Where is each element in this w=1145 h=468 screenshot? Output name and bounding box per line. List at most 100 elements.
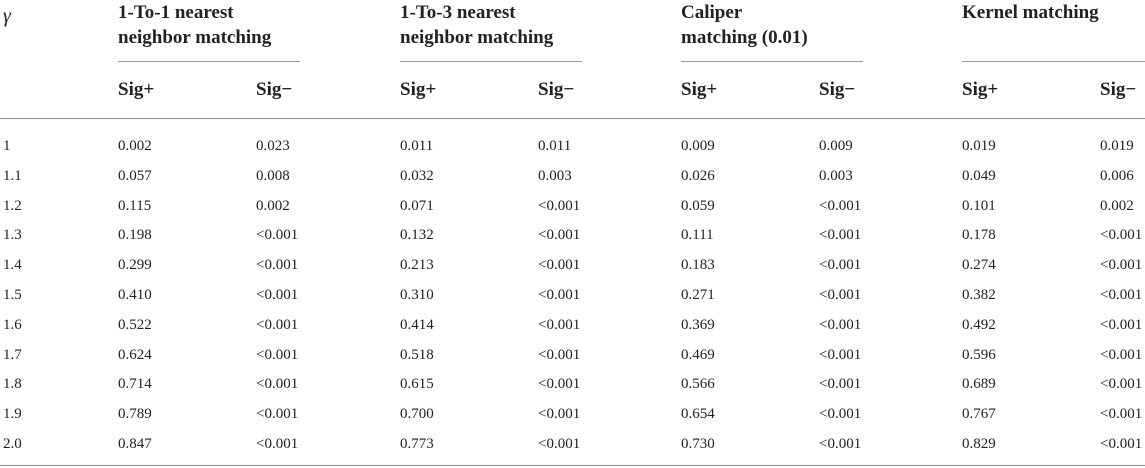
gamma-cell: 1.5 xyxy=(3,287,22,303)
sig-minus-cell: <0.001 xyxy=(538,347,581,363)
gamma-cell: 1.9 xyxy=(3,406,22,422)
sig-minus-cell: <0.001 xyxy=(819,436,862,452)
sig-minus-cell: <0.001 xyxy=(819,227,862,243)
sig-minus-cell: 0.023 xyxy=(256,138,290,154)
sig-minus-cell: <0.001 xyxy=(256,376,299,392)
sig-plus-cell: 0.714 xyxy=(118,376,152,392)
sig-plus-cell: 0.847 xyxy=(118,436,152,452)
sig-minus-cell: <0.001 xyxy=(819,406,862,422)
gamma-header: γ xyxy=(3,5,11,27)
sig-minus-cell: <0.001 xyxy=(1100,406,1143,422)
sig-plus-cell: 0.032 xyxy=(400,168,434,184)
sig-plus-cell: 0.310 xyxy=(400,287,434,303)
sig-minus-cell: <0.001 xyxy=(538,376,581,392)
sig-minus-cell: 0.003 xyxy=(819,168,853,184)
sub-header-sig-minus: Sig− xyxy=(819,79,856,100)
group-header-line1: 1-To-3 nearest xyxy=(400,2,516,23)
bottom-rule xyxy=(0,465,1145,466)
sig-minus-cell: <0.001 xyxy=(256,406,299,422)
sig-plus-cell: 0.011 xyxy=(400,138,434,154)
group-header-line1: Kernel matching xyxy=(962,2,1099,23)
sig-minus-cell: <0.001 xyxy=(256,317,299,333)
sig-plus-cell: 0.002 xyxy=(118,138,152,154)
sig-minus-cell: 0.019 xyxy=(1100,138,1134,154)
group-rule-kernel xyxy=(962,61,1145,62)
gamma-cell: 1.1 xyxy=(3,168,22,184)
sig-minus-cell: <0.001 xyxy=(256,436,299,452)
sig-minus-cell: <0.001 xyxy=(819,257,862,273)
group-header-1to3: 1-To-3 nearest neighbor matching xyxy=(400,0,553,50)
sig-plus-cell: 0.111 xyxy=(681,227,714,243)
sig-minus-cell: 0.009 xyxy=(819,138,853,154)
sig-plus-cell: 0.518 xyxy=(400,347,434,363)
sig-minus-cell: <0.001 xyxy=(538,406,581,422)
gamma-cell: 1.7 xyxy=(3,347,22,363)
sig-plus-cell: 0.829 xyxy=(962,436,996,452)
gamma-cell: 1.4 xyxy=(3,257,22,273)
sig-plus-cell: 0.410 xyxy=(118,287,152,303)
gamma-cell: 1.2 xyxy=(3,198,22,214)
sub-header-sig-plus: Sig+ xyxy=(962,79,999,100)
group-rule-caliper xyxy=(681,61,863,62)
sig-minus-cell: <0.001 xyxy=(256,227,299,243)
sig-plus-cell: 0.049 xyxy=(962,168,996,184)
sub-header-sig-minus: Sig− xyxy=(256,79,293,100)
sig-minus-cell: <0.001 xyxy=(538,227,581,243)
sig-plus-cell: 0.469 xyxy=(681,347,715,363)
sub-header-sig-plus: Sig+ xyxy=(400,79,437,100)
sig-minus-cell: 0.008 xyxy=(256,168,290,184)
sig-minus-cell: 0.003 xyxy=(538,168,572,184)
sig-minus-cell: <0.001 xyxy=(538,257,581,273)
sig-minus-cell: 0.002 xyxy=(1100,198,1134,214)
sig-minus-cell: <0.001 xyxy=(1100,227,1143,243)
group-rule-1to3 xyxy=(400,61,582,62)
sig-plus-cell: 0.101 xyxy=(962,198,996,214)
sig-plus-cell: 0.789 xyxy=(118,406,152,422)
sig-plus-cell: 0.271 xyxy=(681,287,715,303)
sig-plus-cell: 0.700 xyxy=(400,406,434,422)
group-rule-1to1 xyxy=(118,61,300,62)
gamma-cell: 1.8 xyxy=(3,376,22,392)
sig-plus-cell: 0.382 xyxy=(962,287,996,303)
sig-minus-cell: 0.006 xyxy=(1100,168,1134,184)
sig-minus-cell: <0.001 xyxy=(1100,436,1143,452)
sig-minus-cell: 0.002 xyxy=(256,198,290,214)
sig-plus-cell: 0.730 xyxy=(681,436,715,452)
gamma-cell: 1 xyxy=(3,138,11,154)
sig-plus-cell: 0.654 xyxy=(681,406,715,422)
sig-minus-cell: <0.001 xyxy=(538,198,581,214)
sig-minus-cell: <0.001 xyxy=(819,317,862,333)
sig-plus-cell: 0.689 xyxy=(962,376,996,392)
sig-minus-cell: <0.001 xyxy=(1100,376,1143,392)
sub-header-sig-minus: Sig− xyxy=(538,79,575,100)
group-header-1to1: 1-To-1 nearest neighbor matching xyxy=(118,0,271,50)
group-header-line2: neighbor matching xyxy=(400,27,554,48)
sig-minus-cell: <0.001 xyxy=(1100,257,1143,273)
sig-plus-cell: 0.299 xyxy=(118,257,152,273)
group-header-line1: 1-To-1 nearest xyxy=(118,2,234,23)
sig-plus-cell: 0.198 xyxy=(118,227,152,243)
sig-minus-cell: <0.001 xyxy=(256,257,299,273)
sig-plus-cell: 0.767 xyxy=(962,406,996,422)
sig-plus-cell: 0.596 xyxy=(962,347,996,363)
sig-plus-cell: 0.522 xyxy=(118,317,152,333)
sig-plus-cell: 0.059 xyxy=(681,198,715,214)
sig-plus-cell: 0.492 xyxy=(962,317,996,333)
sig-minus-cell: <0.001 xyxy=(256,347,299,363)
sig-plus-cell: 0.773 xyxy=(400,436,434,452)
sig-minus-cell: <0.001 xyxy=(256,287,299,303)
sig-plus-cell: 0.369 xyxy=(681,317,715,333)
sig-plus-cell: 0.026 xyxy=(681,168,715,184)
sig-minus-cell: <0.001 xyxy=(819,198,862,214)
sig-minus-cell: <0.001 xyxy=(1100,287,1143,303)
group-header-line2: neighbor matching xyxy=(118,27,272,48)
sig-minus-cell: <0.001 xyxy=(819,347,862,363)
sig-plus-cell: 0.183 xyxy=(681,257,715,273)
sig-plus-cell: 0.615 xyxy=(400,376,434,392)
sig-plus-cell: 0.057 xyxy=(118,168,152,184)
sig-plus-cell: 0.115 xyxy=(118,198,152,214)
sig-plus-cell: 0.019 xyxy=(962,138,996,154)
sig-plus-cell: 0.414 xyxy=(400,317,434,333)
group-header-line1: Caliper xyxy=(681,2,743,23)
header-rule xyxy=(0,118,1145,119)
